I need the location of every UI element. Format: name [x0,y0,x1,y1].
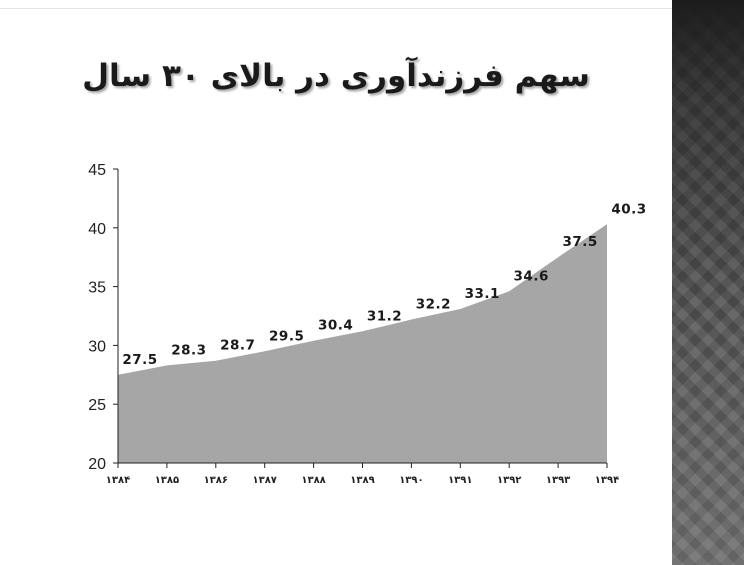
x-tick-label: ۱۳۸۴ [106,475,130,486]
data-label: 28.7 [220,338,255,354]
x-tick-label: ۱۳۸۵ [155,475,179,486]
x-tick-label: ۱۳۹۱ [448,475,472,486]
data-label: 37.5 [562,234,597,250]
y-tick-label: 30 [88,338,106,355]
y-tick-label: 20 [88,456,106,473]
data-label: 29.5 [269,328,304,344]
x-tick-label: ۱۳۸۷ [252,475,276,486]
slide-title: سهم فرزندآوری در بالای ۳۰ سال [82,58,590,94]
area-chart: 20 25 30 35 40 45 ۱۳۸۴ ۱۳۸۵ ۱۳۸۶ ۱۳۸۷ ۱۳۸۸ ۱۳۸۹ ۱۳۹۰… [88,162,646,486]
data-label: 31.2 [367,308,402,324]
data-label: 32.2 [416,297,451,313]
x-tick-label: ۱۳۸۸ [301,475,325,486]
x-tick-label: ۱۳۹۲ [497,475,521,486]
decorative-side-panel [672,0,744,565]
data-label: 34.6 [514,268,549,284]
data-label: 28.3 [171,342,206,358]
y-tick-label: 25 [88,397,106,414]
y-tick-label: 35 [88,280,106,297]
x-tick-label: ۱۳۸۶ [204,475,228,486]
data-label: 40.3 [611,201,646,217]
slide-top-border [0,8,672,9]
data-label: 33.1 [465,286,500,302]
y-tick-label: 40 [88,221,106,238]
area-series [118,224,607,463]
y-tick-label: 45 [88,162,106,179]
x-tick-label: ۱۳۸۹ [350,475,374,486]
x-tick-label: ۱۳۹۰ [399,475,423,486]
data-label: 27.5 [122,352,157,368]
x-tick-label: ۱۳۹۳ [546,475,570,486]
x-tick-label: ۱۳۹۴ [595,475,619,486]
data-label: 30.4 [318,318,353,334]
